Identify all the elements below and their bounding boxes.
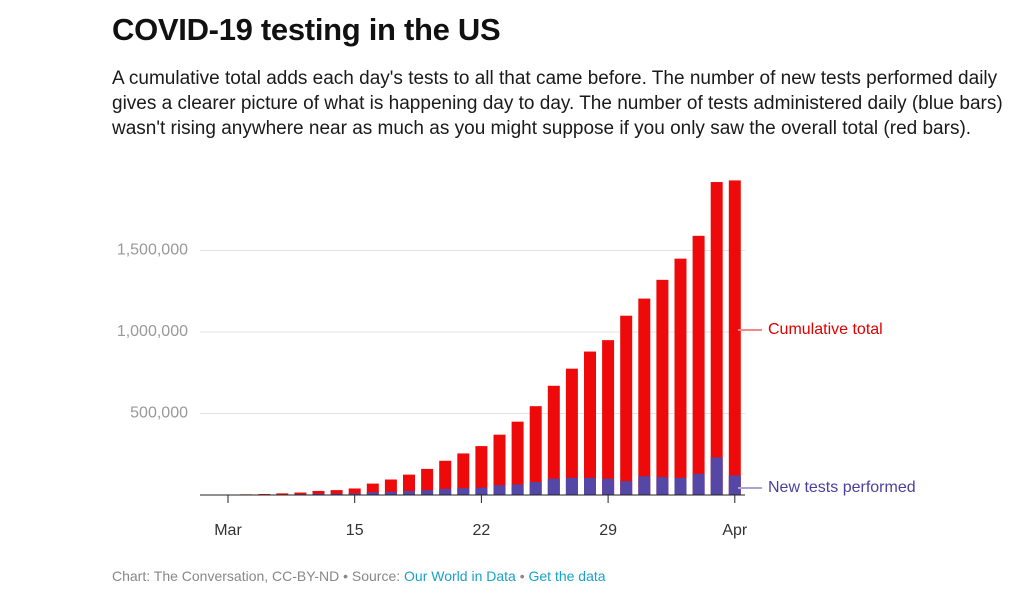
bar <box>330 490 343 495</box>
x-tick-label: Mar <box>214 522 242 539</box>
bar <box>656 477 669 495</box>
bar <box>276 493 289 495</box>
bar <box>294 492 307 495</box>
chart-title: COVID-19 testing in the US <box>112 12 501 47</box>
bar <box>439 460 452 495</box>
bar <box>366 483 379 495</box>
bar <box>403 474 415 495</box>
x-tick-label: Apr <box>722 522 748 539</box>
bar <box>457 453 470 495</box>
legend-label: New tests performed <box>768 479 916 496</box>
x-tick-label: 29 <box>599 522 617 539</box>
chart: 500,000 1,000,000 1,500,000 Mar 15 22 29 Apr Cum… <box>117 180 916 539</box>
bar <box>584 477 596 495</box>
bar <box>403 490 415 495</box>
bar <box>565 368 578 495</box>
bar <box>692 473 705 495</box>
bar <box>547 478 560 495</box>
bar <box>547 385 560 495</box>
bar <box>348 493 361 495</box>
bar <box>728 475 741 495</box>
bar <box>656 279 669 495</box>
bar <box>511 484 524 495</box>
bar <box>529 406 542 495</box>
bar <box>457 488 470 495</box>
bar <box>674 477 687 495</box>
bar <box>312 493 325 495</box>
bar <box>565 477 578 495</box>
bar <box>348 488 361 495</box>
bar <box>529 481 542 495</box>
bar <box>710 457 723 495</box>
x-tick-label: 15 <box>346 522 364 539</box>
y-tick-label: 1,500,000 <box>117 242 188 259</box>
bar <box>366 492 379 495</box>
bar <box>728 180 741 495</box>
footer: Chart: The Conversation, CC-BY-ND • Sour… <box>112 568 606 584</box>
bar <box>602 478 615 495</box>
bar <box>475 446 488 495</box>
bar <box>620 481 633 495</box>
chart-subtitle: A cumulative total adds each day's tests… <box>112 68 1003 139</box>
bar <box>439 488 452 495</box>
legend-label: Cumulative total <box>768 321 883 338</box>
source-link[interactable]: Our World in Data <box>404 568 516 584</box>
bar <box>602 340 615 495</box>
bar <box>493 434 506 495</box>
bar <box>710 182 723 496</box>
bar <box>620 315 633 495</box>
bar <box>330 493 343 495</box>
bar <box>421 468 434 495</box>
bar <box>638 476 651 495</box>
bar <box>674 258 687 495</box>
source-text: Chart: The Conversation, CC-BY-ND • Sour… <box>112 568 405 584</box>
y-tick-label: 500,000 <box>130 405 188 422</box>
bar <box>384 479 397 495</box>
bar <box>475 487 488 495</box>
bar <box>493 485 506 495</box>
bar <box>584 351 596 495</box>
bar <box>638 298 651 495</box>
separator: • <box>515 568 529 584</box>
bar <box>384 491 397 495</box>
bar <box>511 421 524 495</box>
bar <box>312 490 325 495</box>
bar <box>421 490 434 495</box>
bar <box>692 235 705 495</box>
data-link[interactable]: Get the data <box>528 568 606 584</box>
y-tick-label: 1,000,000 <box>117 323 188 340</box>
x-tick-label: 22 <box>473 522 491 539</box>
